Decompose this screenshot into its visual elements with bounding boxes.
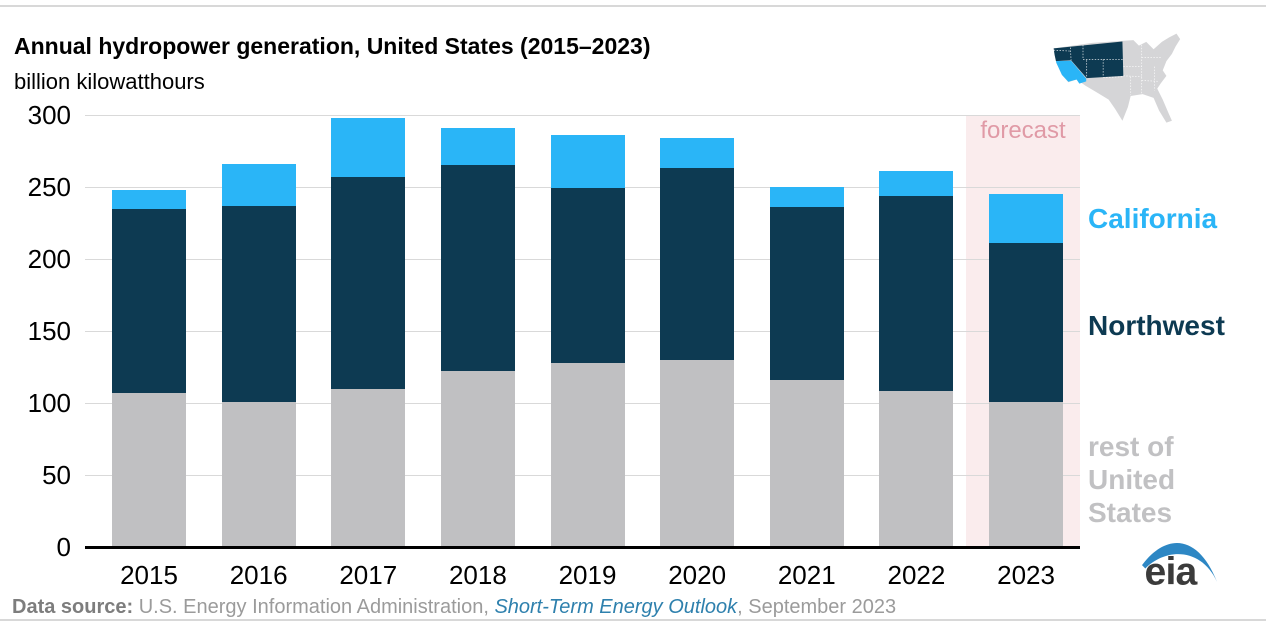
source-agency: U.S. Energy Information Administration, <box>138 596 495 618</box>
bar-segment-rest <box>440 371 515 547</box>
chart-title: Annual hydropower generation, United Sta… <box>14 33 651 59</box>
x-axis-tick-label: 2018 <box>448 560 507 590</box>
bar-segment-northwest <box>769 207 844 380</box>
top-divider <box>0 5 1266 7</box>
y-axis-tick-label: 300 <box>27 100 71 130</box>
bar-segment-rest <box>331 388 406 547</box>
bar-segment-california <box>331 117 406 177</box>
bar-segment-rest <box>769 379 844 547</box>
bar-segment-rest <box>989 401 1064 547</box>
bar-segment-california <box>879 171 954 196</box>
bar-segment-rest <box>221 401 296 547</box>
bottom-divider <box>0 619 1266 621</box>
x-axis-tick-label: 2023 <box>997 560 1055 590</box>
legend-rest-of-us: rest of United States <box>1088 431 1176 528</box>
forecast-label: forecast <box>980 117 1066 144</box>
bar-segment-northwest <box>989 243 1064 402</box>
y-axis-tick-label: 0 <box>56 532 71 562</box>
bar-segment-california <box>769 187 844 208</box>
chart-subtitle: billion kilowatthours <box>14 69 205 94</box>
y-axis-tick-label: 250 <box>27 172 71 202</box>
x-axis-tick-label: 2015 <box>120 560 178 590</box>
bar-segment-california <box>660 138 735 169</box>
bar-segment-rest <box>550 362 625 547</box>
bar-segment-northwest <box>221 205 296 402</box>
legend-california: California <box>1088 203 1218 234</box>
x-axis-tick-label: 2019 <box>558 560 617 590</box>
bar-segment-california <box>112 189 186 209</box>
source-prefix: Data source: <box>12 596 139 618</box>
bar-segment-california <box>440 127 515 166</box>
bar-segment-northwest <box>331 176 406 389</box>
map-northwest-region <box>1053 41 1124 79</box>
eia-logo-text: eia <box>1145 550 1199 589</box>
y-axis-tick-label: 50 <box>42 460 71 490</box>
map-state-borders <box>1053 41 1162 96</box>
y-axis-tick-label: 200 <box>27 244 71 274</box>
x-axis-line <box>85 546 1080 549</box>
source-date: , September 2023 <box>737 596 897 618</box>
bar-segment-rest <box>112 392 186 547</box>
x-axis-tick-label: 2016 <box>229 560 288 590</box>
bar-segment-northwest <box>112 208 186 393</box>
y-axis-tick-label: 100 <box>27 388 71 418</box>
x-axis-tick-label: 2020 <box>668 560 727 590</box>
bar-segment-northwest <box>550 188 625 363</box>
bar-segment-northwest <box>440 165 515 372</box>
x-axis-tick-label: 2022 <box>887 560 946 590</box>
source-publication-link[interactable]: Short-Term Energy Outlook <box>494 596 738 618</box>
bar-segment-northwest <box>879 195 954 392</box>
source-line: Data source: U.S. Energy Information Adm… <box>12 596 896 619</box>
bar-segment-rest <box>660 359 735 547</box>
bar-segment-california <box>221 163 296 206</box>
x-axis-tick-label: 2021 <box>777 560 836 590</box>
bar-segment-california <box>550 135 625 189</box>
bar-segment-rest <box>879 391 954 547</box>
us-region-map-icon <box>1053 33 1181 123</box>
x-axis-tick-label: 2017 <box>339 560 398 590</box>
y-axis-tick-label: 150 <box>27 316 71 346</box>
bar-segment-california <box>989 194 1064 244</box>
bar-segment-northwest <box>660 168 735 360</box>
map-california-region <box>1055 60 1087 84</box>
legend-northwest: Northwest <box>1088 310 1225 341</box>
gridline <box>85 114 1080 116</box>
eia-logo-swoosh-icon <box>1142 543 1217 582</box>
eia-logo: eia <box>1142 543 1217 589</box>
